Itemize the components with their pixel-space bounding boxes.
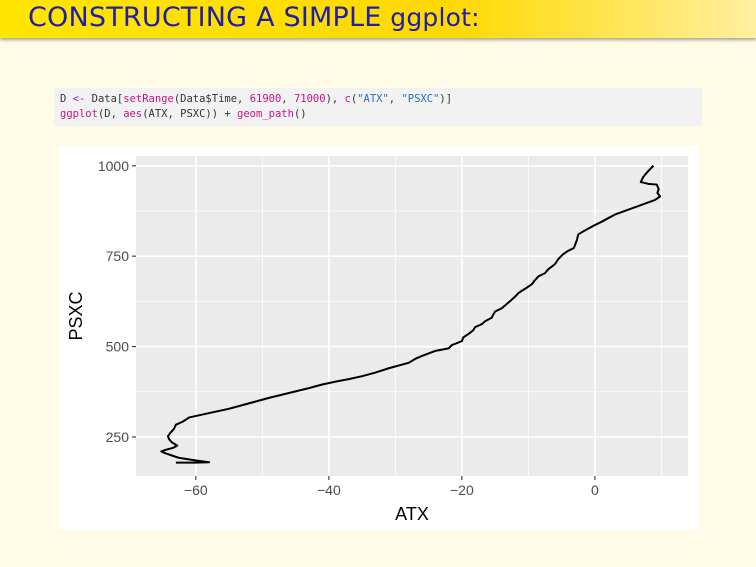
- code-token: (ATX, PSXC)) +: [142, 108, 238, 120]
- code-line-1: D <- Data[setRange(Data$Time, 61900, 710…: [60, 92, 696, 107]
- y-tick-label: 1000: [98, 158, 129, 174]
- code-token: "PSXC": [401, 93, 440, 105]
- y-tick-label: 250: [106, 429, 130, 445]
- code-token: <-: [72, 93, 86, 105]
- y-tick-label: 750: [106, 248, 130, 264]
- code-token: (D,: [97, 108, 124, 120]
- slide-title-code: ggplot:: [390, 3, 480, 32]
- title-bar: CONSTRUCTING A SIMPLE ggplot:: [0, 0, 756, 38]
- series-layer: [160, 165, 662, 464]
- code-token: (): [293, 108, 307, 120]
- plot-area: [136, 156, 688, 476]
- x-axis: −60 −40 −20 0: [184, 476, 599, 498]
- path-chart: −60 −40 −20 0 250 500 750 1000 ATX PSXC: [66, 156, 688, 524]
- x-tick-label: −20: [450, 482, 474, 498]
- code-token: D: [60, 93, 73, 105]
- y-axis: 250 500 750 1000: [98, 158, 136, 445]
- x-tick-label: −60: [184, 482, 208, 498]
- code-line-2: ggplot(D, aes(ATX, PSXC)) + geom_path(): [60, 107, 696, 122]
- code-token: (Data$Time,: [173, 93, 250, 105]
- code-token: ),: [325, 93, 345, 105]
- code-token: Data[: [85, 93, 124, 105]
- code-token: aes: [123, 108, 143, 120]
- series-path: [160, 165, 662, 464]
- code-token: ,: [388, 93, 402, 105]
- y-axis-label: PSXC: [66, 291, 86, 340]
- code-token: (: [350, 93, 358, 105]
- slide-title-text: CONSTRUCTING A SIMPLE: [28, 2, 391, 33]
- x-tick-label: 0: [591, 482, 599, 498]
- slide-title: CONSTRUCTING A SIMPLE ggplot:: [28, 1, 480, 35]
- grid-lines: [128, 156, 688, 476]
- code-token: ,: [281, 93, 294, 105]
- code-token: "ATX": [357, 93, 389, 105]
- code-token: setRange: [123, 93, 174, 105]
- x-tick-label: −40: [317, 482, 341, 498]
- code-token: geom_path: [237, 108, 294, 120]
- code-token: 71000: [293, 93, 326, 105]
- code-token: ggplot: [60, 108, 98, 120]
- code-block: D <- Data[setRange(Data$Time, 61900, 710…: [54, 88, 702, 126]
- x-axis-label: ATX: [395, 504, 429, 524]
- code-token: )]: [439, 93, 453, 105]
- code-token: c: [344, 93, 351, 105]
- plot-panel: −60 −40 −20 0 250 500 750 1000 ATX PSXC: [58, 146, 698, 530]
- y-tick-label: 500: [106, 339, 130, 355]
- code-token: 61900: [249, 93, 282, 105]
